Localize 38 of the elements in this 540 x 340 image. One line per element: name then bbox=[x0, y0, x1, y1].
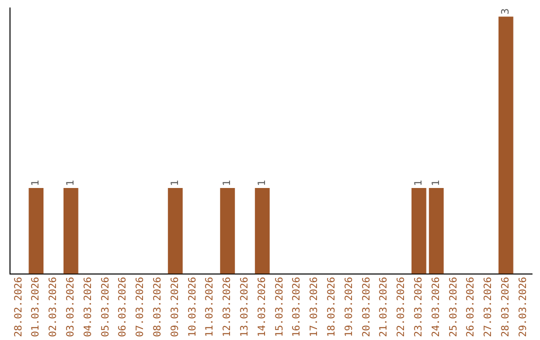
x-tick-label: 03.03.2026 bbox=[65, 276, 76, 338]
x-tick-label: 01.03.2026 bbox=[30, 276, 42, 338]
x-tick-label: 28.02.2026 bbox=[13, 276, 24, 338]
x-tick-label: 12.03.2026 bbox=[222, 276, 234, 338]
x-tick-label: 29.03.2026 bbox=[518, 276, 529, 338]
x-tick-label: 24.03.2026 bbox=[430, 276, 442, 338]
x-tick-label: 11.03.2026 bbox=[204, 276, 216, 338]
data-label: 1 bbox=[256, 180, 268, 186]
data-label: 1 bbox=[222, 180, 234, 186]
x-tick-label: 07.03.2026 bbox=[135, 276, 146, 338]
x-tick-label: 27.03.2026 bbox=[483, 276, 494, 338]
data-label: 1 bbox=[30, 180, 42, 186]
data-label: 1 bbox=[430, 180, 442, 186]
data-label: 1 bbox=[413, 180, 424, 186]
x-tick-label: 23.03.2026 bbox=[413, 276, 424, 338]
x-tick-label: 22.03.2026 bbox=[396, 276, 408, 338]
data-label: 1 bbox=[65, 180, 76, 186]
x-tick-label: 17.03.2026 bbox=[309, 276, 320, 338]
x-tick-label: 16.03.2026 bbox=[292, 276, 303, 338]
x-tick-label: 26.03.2026 bbox=[466, 276, 477, 338]
x-tick-label: 15.03.2026 bbox=[274, 276, 286, 338]
x-tick-label: 25.03.2026 bbox=[448, 276, 460, 338]
x-tick-label: 19.03.2026 bbox=[344, 276, 355, 338]
x-tick-label: 13.03.2026 bbox=[239, 276, 250, 338]
x-tick-label: 02.03.2026 bbox=[48, 276, 60, 338]
x-tick-label: 18.03.2026 bbox=[326, 276, 338, 338]
x-tick-label: 04.03.2026 bbox=[82, 276, 94, 338]
x-tick-label: 10.03.2026 bbox=[187, 276, 198, 338]
data-label: 3 bbox=[500, 8, 512, 15]
x-tick-label: 21.03.2026 bbox=[378, 276, 390, 338]
x-tick-label: 08.03.2026 bbox=[152, 276, 164, 338]
x-tick-label: 20.03.2026 bbox=[361, 276, 372, 338]
x-tick-label: 14.03.2026 bbox=[256, 276, 268, 338]
x-tick-label: 06.03.2026 bbox=[118, 276, 129, 338]
x-tick-label: 09.03.2026 bbox=[170, 276, 181, 338]
x-tick-label: 28.03.2026 bbox=[500, 276, 512, 338]
data-label: 1 bbox=[170, 180, 181, 186]
x-tick-label: 05.03.2026 bbox=[100, 276, 112, 338]
